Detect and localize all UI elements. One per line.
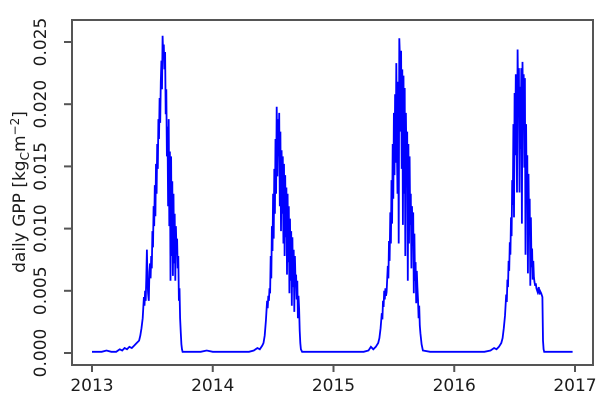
gpp-line [92,35,573,353]
x-tick-label: 2016 [433,376,476,396]
y-tick-label: 0.020 [31,80,51,129]
y-tick-label: 0.000 [31,329,51,378]
y-tick-label: 0.025 [31,18,51,67]
y-axis-title: daily GPP [kgCm−2] [8,111,32,273]
y-tick-label: 0.015 [31,142,51,191]
y-tick-label: 0.010 [31,204,51,253]
x-tick-label: 2015 [312,376,355,396]
x-tick-label: 2013 [70,376,113,396]
y-tick-label: 0.005 [31,266,51,315]
x-tick-label: 2014 [191,376,234,396]
x-tick-label: 2017 [553,376,596,396]
